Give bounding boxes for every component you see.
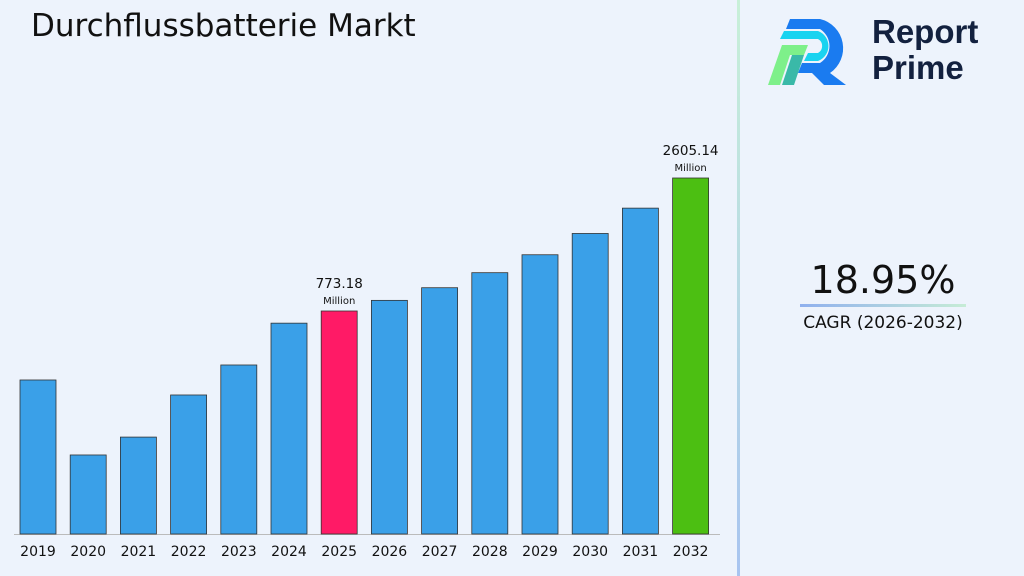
bar-2022 <box>170 394 208 535</box>
bar-2030 <box>571 233 609 535</box>
bar-2028 <box>471 272 509 535</box>
x-tick-label: 2019 <box>20 544 56 560</box>
x-tick-label: 2031 <box>623 544 659 560</box>
cagr-panel: 18.95% CAGR (2026-2032) <box>800 258 966 333</box>
bar-2019 <box>19 379 57 535</box>
x-tick-label: 2032 <box>673 544 709 560</box>
x-tick-label: 2029 <box>522 544 558 560</box>
bar-2032 <box>672 177 709 535</box>
chart-title: Durchflussbatterie Markt <box>31 8 416 44</box>
x-tick-label: 2026 <box>372 544 408 560</box>
x-tick-label: 2024 <box>271 544 307 560</box>
bar-2021 <box>120 436 157 535</box>
x-tick-label: 2025 <box>321 544 357 560</box>
bar-2026 <box>370 299 408 535</box>
cagr-underline <box>800 304 966 307</box>
bar-chart: 2019 2020 2021 2022 2023 2024 2025 2026 2027 2028… <box>14 143 720 560</box>
bar-2023 <box>220 364 258 535</box>
report-prime-logo: Report Prime <box>768 14 978 86</box>
x-tick-label: 2028 <box>472 544 508 560</box>
x-tick-label: 2021 <box>121 544 157 560</box>
cagr-value: 18.95% <box>810 258 956 302</box>
x-tick-label: 2020 <box>70 544 106 560</box>
bar-2024 <box>270 322 308 535</box>
x-tick-label: 2027 <box>422 544 458 560</box>
bar-2029 <box>521 254 559 535</box>
logo-text-prime: Prime <box>872 49 964 86</box>
data-label-unit: Million <box>674 163 706 174</box>
x-tick-label: 2023 <box>221 544 257 560</box>
data-label-unit: Million <box>323 296 355 307</box>
bar-2025 <box>320 310 358 535</box>
data-label-value: 773.18 <box>316 276 363 292</box>
logo-mark-icon <box>768 19 846 85</box>
x-tick-label: 2030 <box>572 544 608 560</box>
bar-2020 <box>69 454 107 535</box>
bar-2027 <box>421 287 459 535</box>
logo-text-report: Report <box>872 13 979 50</box>
cagr-label: CAGR (2026-2032) <box>803 313 963 333</box>
divider <box>737 0 740 576</box>
bar-2031 <box>622 207 659 535</box>
data-label-value: 2605.14 <box>663 143 719 159</box>
x-tick-label: 2022 <box>171 544 207 560</box>
